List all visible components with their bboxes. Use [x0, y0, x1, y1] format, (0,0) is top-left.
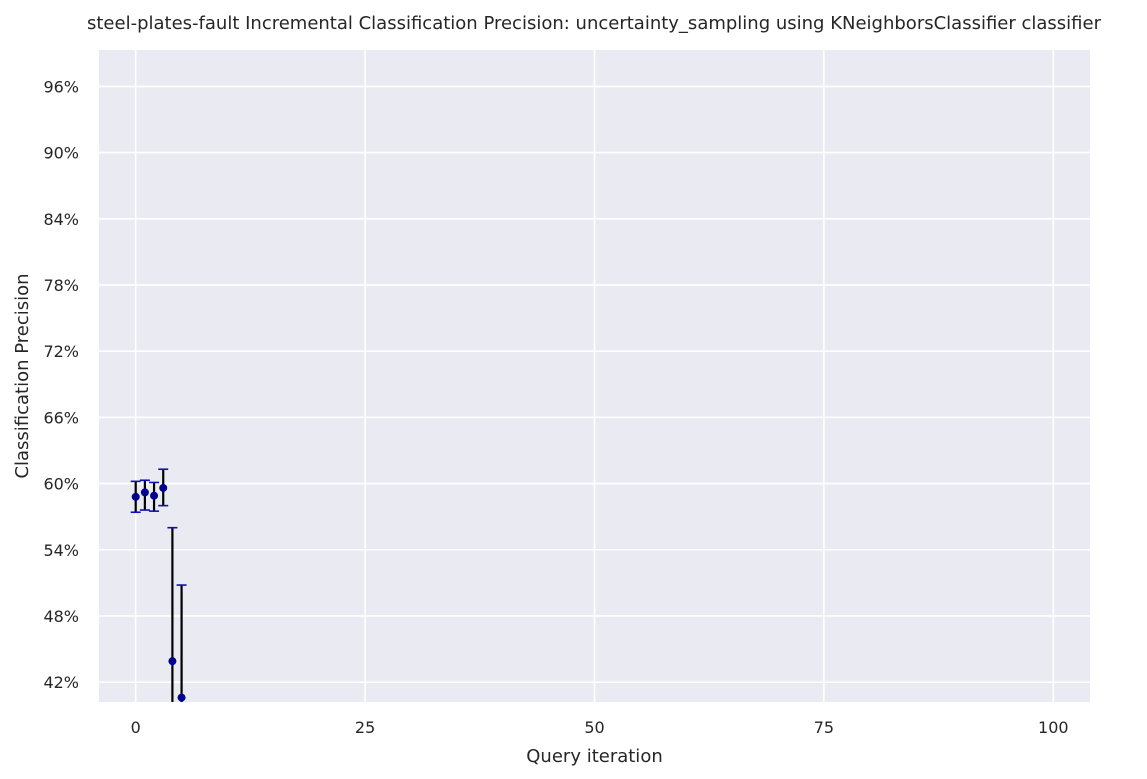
y-tick-label: 96% [43, 77, 79, 96]
gridlines [99, 50, 1090, 702]
data-marks [130, 468, 187, 702]
x-tick-label: 25 [355, 718, 375, 737]
y-axis-ticks: 42% 48% 54% 60% 66% 72% 78% 84% 90% 96% [43, 77, 79, 692]
y-axis-label: Classification Precision [12, 273, 33, 478]
y-tick-label: 66% [43, 408, 79, 427]
y-tick-label: 84% [43, 210, 79, 229]
data-point [140, 488, 149, 497]
x-axis-label: Query iteration [526, 746, 662, 767]
y-tick-label: 90% [43, 144, 79, 163]
y-tick-label: 72% [43, 342, 79, 361]
x-tick-label: 75 [814, 718, 834, 737]
y-tick-label: 60% [43, 475, 79, 494]
chart-title: steel-plates-fault Incremental Classific… [87, 13, 1102, 34]
data-point [159, 483, 168, 492]
y-tick-label: 42% [43, 673, 79, 692]
data-point [150, 491, 159, 500]
y-tick-label: 78% [43, 276, 79, 295]
y-tick-label: 54% [43, 541, 79, 560]
x-axis-ticks: 0 25 50 75 100 [131, 718, 1069, 737]
x-tick-label: 100 [1038, 718, 1069, 737]
y-tick-label: 48% [43, 607, 79, 626]
x-tick-label: 50 [584, 718, 604, 737]
x-tick-label: 0 [131, 718, 141, 737]
data-point [177, 693, 186, 702]
data-point [168, 657, 177, 666]
data-point [131, 492, 140, 501]
